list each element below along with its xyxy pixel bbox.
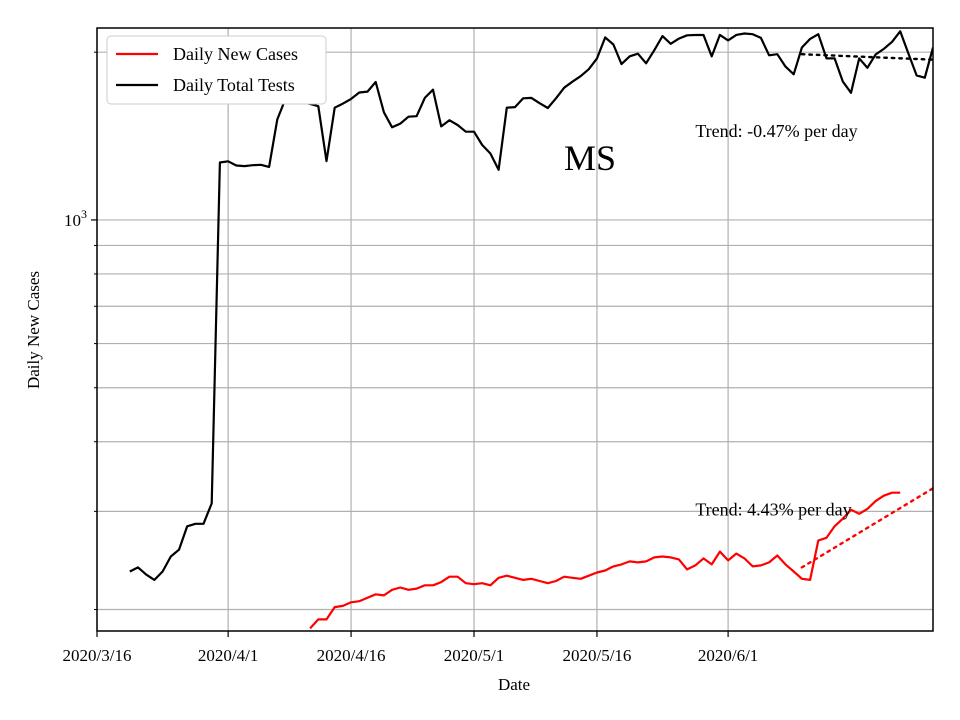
legend-label-tests: Daily Total Tests	[173, 75, 295, 95]
series-line-daily-total-tests	[129, 30, 933, 582]
legend: Daily New Cases Daily Total Tests	[106, 35, 327, 105]
grid	[96, 28, 933, 631]
axis-ticks: 2020/3/16 2020/4/1 2020/4/16 2020/5/1 2020/5…	[63, 51, 758, 665]
trend-annotation-tests: Trend: -0.47% per day	[695, 121, 857, 141]
x-axis-label: Date	[498, 675, 530, 694]
state-label: MS	[564, 138, 616, 178]
series-line-daily-new-cases	[309, 491, 901, 630]
plot-frame	[96, 27, 934, 632]
y-axis-label: Daily New Cases	[24, 271, 43, 389]
x-tick-label: 2020/5/1	[444, 646, 504, 665]
trend-line-cases	[800, 487, 933, 569]
trend-annotation-cases: Trend: 4.43% per day	[695, 499, 851, 519]
series-lines	[129, 30, 933, 630]
trend-line-tests	[800, 53, 933, 61]
x-tick-label: 2020/4/16	[317, 646, 386, 665]
x-tick-label: 2020/5/16	[562, 646, 631, 665]
x-tick-label: 2020/6/1	[698, 646, 758, 665]
x-tick-label: 2020/4/1	[198, 646, 258, 665]
legend-label-cases: Daily New Cases	[173, 44, 298, 64]
legend-box	[106, 35, 327, 105]
x-tick-label: 2020/3/16	[63, 646, 132, 665]
y-tick-label: 103	[64, 207, 87, 230]
trend-lines	[800, 53, 933, 569]
